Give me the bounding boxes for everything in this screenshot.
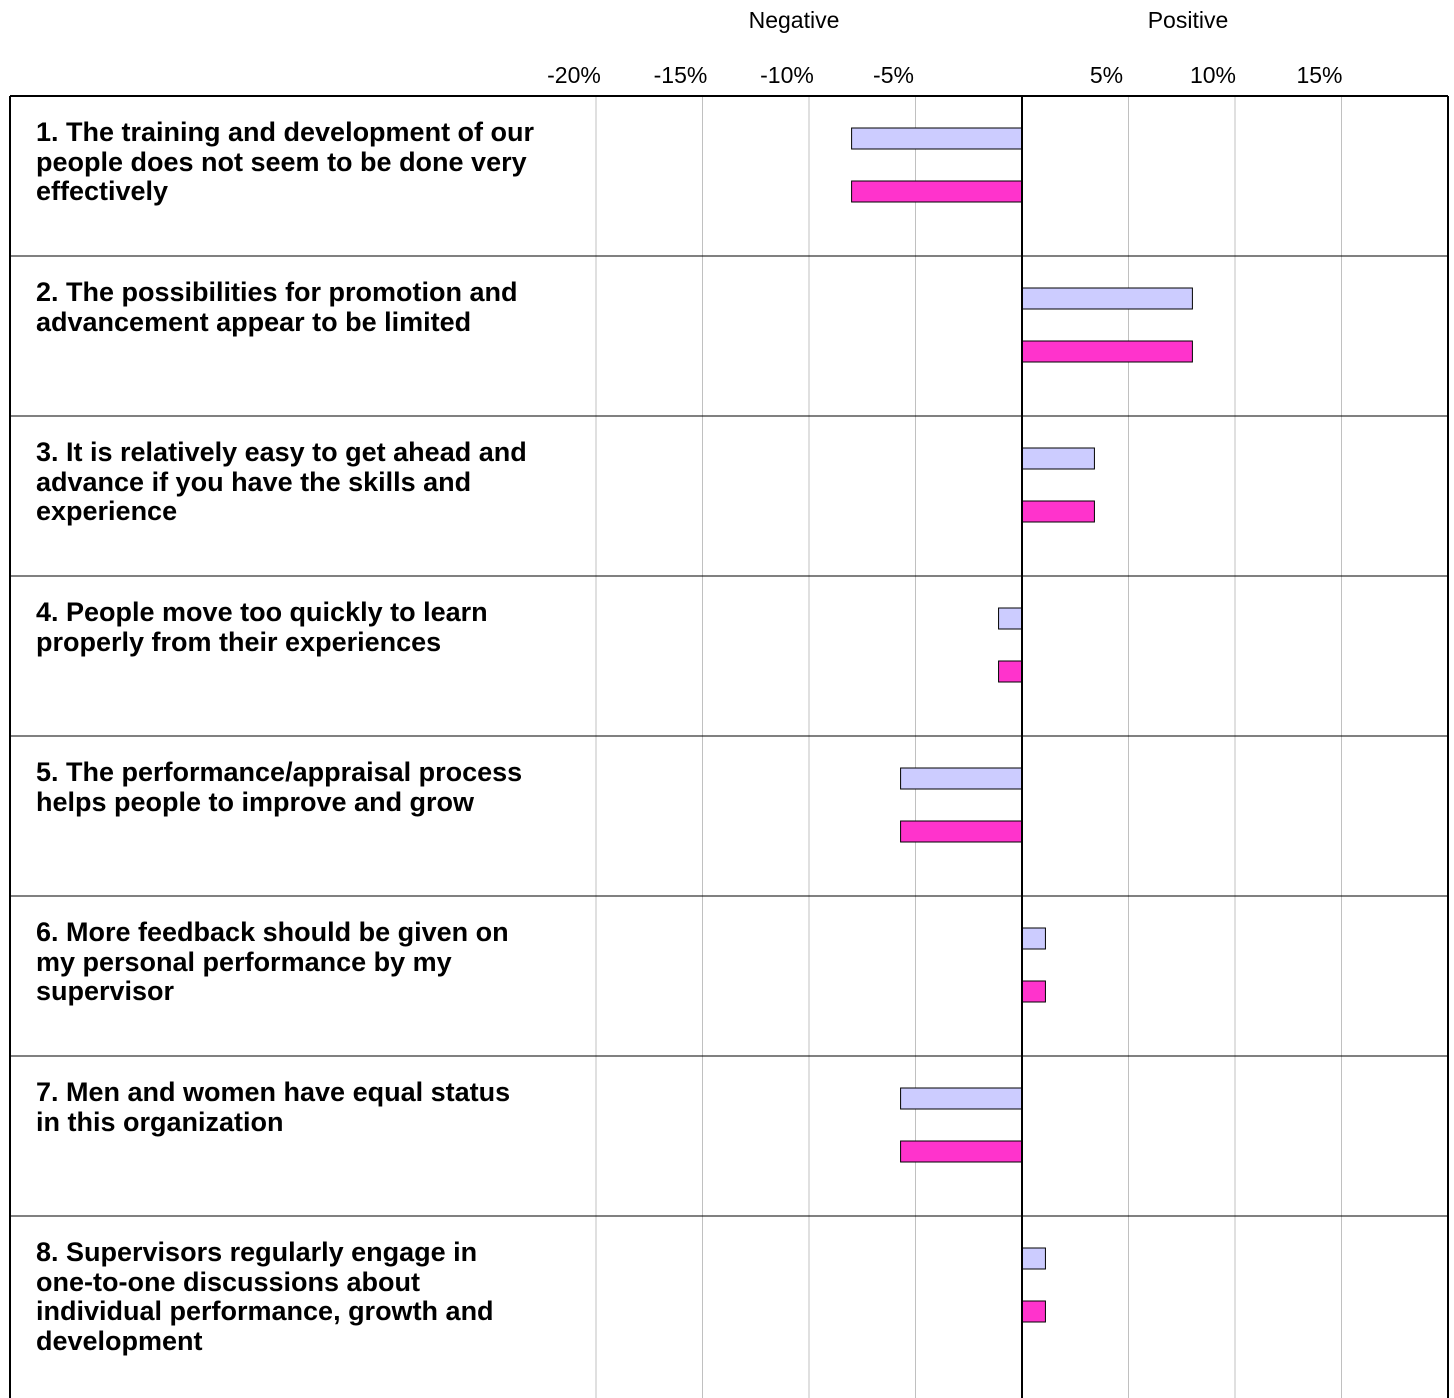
bar-series-2-item-6 xyxy=(1021,980,1046,1003)
bar-series-2-item-5 xyxy=(900,820,1023,843)
category-label: 1. The training and development of our p… xyxy=(36,117,535,206)
bar-series-1-item-7 xyxy=(900,1087,1023,1110)
bar-series-1-item-5 xyxy=(900,767,1023,790)
category-label: 6. More feedback should be given on my p… xyxy=(36,917,509,1006)
bar-series-2-item-3 xyxy=(1021,500,1095,523)
x-tick-label: -10% xyxy=(760,62,814,88)
bar-series-1-item-8 xyxy=(1021,1247,1046,1270)
category-label: 8. Supervisors regularly engage in one-t… xyxy=(36,1237,494,1356)
bar-series-1-item-1 xyxy=(851,127,1023,150)
bar-series-2-item-2 xyxy=(1021,340,1193,363)
category-label: 3. It is relatively easy to get ahead an… xyxy=(36,437,527,526)
x-tick-labels: -20% -15% -10% -5% 5% 10% 15% xyxy=(547,62,1342,88)
category-label: 2. The possibilities for promotion and a… xyxy=(36,277,518,337)
negative-header: Negative xyxy=(749,7,840,33)
bar-series-2-item-1 xyxy=(851,180,1023,203)
bar-series-1-item-2 xyxy=(1021,287,1193,310)
x-tick-label: 5% xyxy=(1090,62,1123,88)
x-tick-label: -15% xyxy=(654,62,708,88)
x-tick-label: -20% xyxy=(547,62,601,88)
category-label: 7. Men and women have equal status in th… xyxy=(36,1077,511,1137)
x-tick-label: 15% xyxy=(1296,62,1342,88)
x-tick-label: -5% xyxy=(873,62,914,88)
bar-series-2-item-7 xyxy=(900,1140,1023,1163)
bar-series-1-item-6 xyxy=(1021,927,1046,950)
bar-series-2-item-8 xyxy=(1021,1300,1046,1323)
chart-frame xyxy=(9,95,1449,1398)
x-tick-label: 10% xyxy=(1190,62,1236,88)
bars xyxy=(851,127,1193,1323)
grid-lines xyxy=(595,96,1342,1398)
bar-series-1-item-3 xyxy=(1021,447,1095,470)
category-label: 5. The performance/appraisal process hel… xyxy=(36,757,523,817)
bar-series-2-item-4 xyxy=(998,660,1023,683)
category-label: 4. People move too quickly to learn prop… xyxy=(36,597,488,657)
bar-series-1-item-4 xyxy=(998,607,1023,630)
positive-header: Positive xyxy=(1148,7,1229,33)
row-dividers xyxy=(10,255,1448,1217)
